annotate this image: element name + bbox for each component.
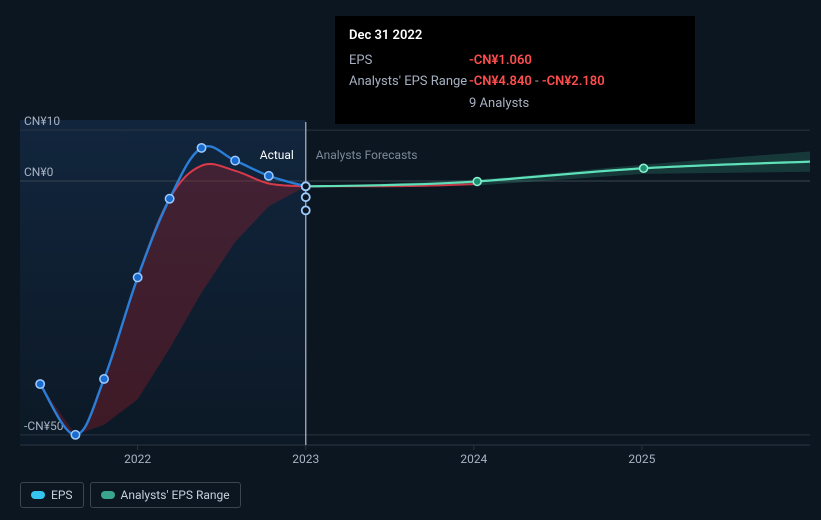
eps-point[interactable] (71, 431, 79, 439)
estimate-marker[interactable] (302, 182, 310, 190)
legend-label: EPS (51, 488, 73, 502)
estimate-marker[interactable] (302, 193, 310, 201)
y-tick-label: -CN¥50 (24, 419, 64, 433)
x-tick-label: 2024 (460, 452, 487, 466)
eps-point[interactable] (265, 172, 273, 180)
eps-point[interactable] (231, 156, 239, 164)
legend-item[interactable]: EPS (20, 482, 84, 508)
forecast-point[interactable] (473, 177, 481, 185)
legend: EPS Analysts' EPS Range (20, 482, 241, 508)
tooltip-analysts-label (349, 93, 469, 115)
estimate-marker[interactable] (302, 206, 310, 214)
x-tick-label: 2023 (292, 452, 319, 466)
eps-point[interactable] (133, 273, 141, 281)
tooltip: Dec 31 2022 EPS -CN¥1.060 Analysts' EPS … (335, 16, 695, 124)
legend-dot-icon (31, 491, 45, 499)
eps-point[interactable] (165, 195, 173, 203)
x-tick-label: 2022 (124, 452, 151, 466)
y-tick-label: CN¥0 (24, 165, 54, 179)
region-label-forecast: Analysts Forecasts (316, 148, 418, 162)
tooltip-range-label: Analysts' EPS Range (349, 71, 469, 93)
eps-point[interactable] (197, 144, 205, 152)
tooltip-range-a: -CN¥4.840 (469, 74, 532, 89)
tooltip-eps-value: -CN¥1.060 (469, 50, 681, 72)
eps-point[interactable] (36, 380, 44, 388)
legend-label: Analysts' EPS Range (121, 488, 230, 502)
chart-container: CN¥10 CN¥0 -CN¥50 2022 2023 2024 2025 Actual A… (0, 0, 821, 520)
tooltip-analysts-count: 9 Analysts (469, 93, 681, 115)
legend-item[interactable]: Analysts' EPS Range (90, 482, 241, 508)
x-tick-label: 2025 (628, 452, 655, 466)
forecast-point[interactable] (640, 164, 648, 172)
tooltip-date: Dec 31 2022 (349, 26, 681, 46)
legend-dot-icon (101, 491, 115, 499)
tooltip-range-b: -CN¥2.180 (542, 74, 605, 89)
eps-point[interactable] (100, 375, 108, 383)
y-tick-label: CN¥10 (24, 114, 60, 128)
region-label-actual: Actual (260, 148, 294, 162)
tooltip-eps-label: EPS (349, 50, 469, 72)
tooltip-range-sep: - (532, 74, 542, 89)
